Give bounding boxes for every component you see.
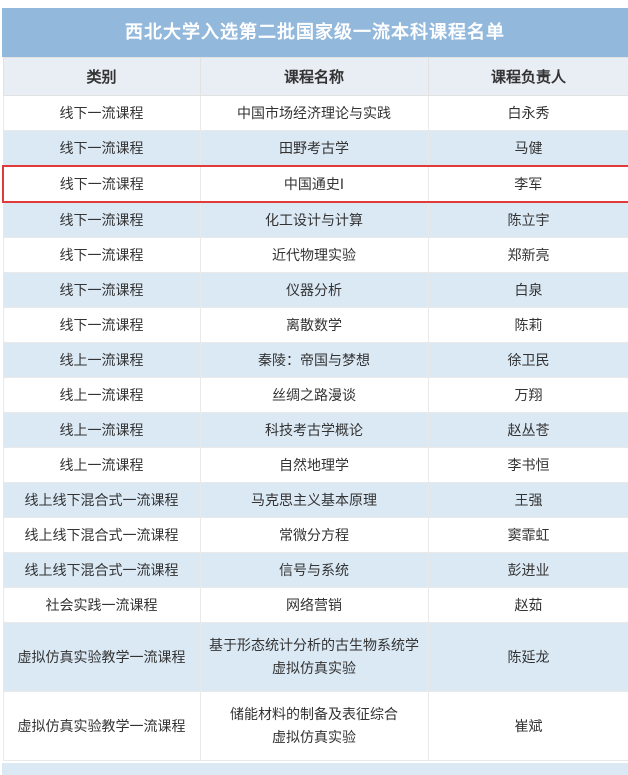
table-row[interactable]: 线下一流课程 化工设计与计算 陈立宇: [2, 201, 628, 238]
cell-course-name: 化工设计与计算: [199, 201, 429, 238]
cell-course-name: 基于形态统计分析的古生物系统学 虚拟仿真实验: [199, 622, 429, 692]
cell-category: 社会实践一流课程: [2, 587, 201, 623]
cell-course-name: 马克思主义基本原理: [199, 482, 429, 518]
table-row[interactable]: 线下一流课程 中国通史Ⅰ 李军: [2, 165, 628, 203]
cell-course-name: 科技考古学概论: [199, 412, 429, 448]
cell-category: 线上线下混合式一流课程: [2, 517, 201, 553]
cell-course-name: 田野考古学: [199, 130, 429, 167]
column-header-category: 类别: [2, 57, 201, 96]
cell-category: 线上一流课程: [2, 342, 201, 378]
cell-category: 线上一流课程: [2, 377, 201, 413]
cell-course-leader: 陈延龙: [427, 622, 628, 692]
table-row[interactable]: 虚拟仿真实验教学一流课程 储能材料的制备及表征综合 虚拟仿真实验 崔斌: [2, 691, 628, 761]
cell-course-leader: 万翔: [427, 377, 628, 413]
cell-course-leader: 陈立宇: [427, 201, 628, 238]
table-row[interactable]: 线上一流课程 科技考古学概论 赵丛苍: [2, 412, 628, 448]
table-row[interactable]: 社会实践一流课程 网络营销 赵茹: [2, 587, 628, 623]
cell-category: 虚拟仿真实验教学一流课程: [2, 622, 201, 692]
table-row[interactable]: 线下一流课程 仪器分析 白泉: [2, 272, 628, 308]
cell-course-name: 近代物理实验: [199, 237, 429, 273]
cell-course-leader: 王强: [427, 482, 628, 518]
cell-course-leader: 白泉: [427, 272, 628, 308]
cell-course-name: 中国通史Ⅰ: [199, 165, 429, 203]
table-row[interactable]: 线下一流课程 近代物理实验 郑新亮: [2, 237, 628, 273]
cell-course-leader: 徐卫民: [427, 342, 628, 378]
cell-course-leader: 崔斌: [427, 691, 628, 761]
cell-category: 线上线下混合式一流课程: [2, 482, 201, 518]
cell-course-name: 常微分方程: [199, 517, 429, 553]
cell-category: 线下一流课程: [2, 201, 201, 238]
cell-course-leader: 李书恒: [427, 447, 628, 483]
cell-course-leader: 马健: [427, 130, 628, 167]
cell-course-leader: 赵丛苍: [427, 412, 628, 448]
table-row[interactable]: 线下一流课程 田野考古学 马健: [2, 130, 628, 167]
cell-course-name: 网络营销: [199, 587, 429, 623]
cell-category: 线下一流课程: [2, 95, 201, 131]
cell-course-name: 秦陵：帝国与梦想: [199, 342, 429, 378]
partial-next-row: [2, 763, 628, 775]
table-row[interactable]: 线上线下混合式一流课程 信号与系统 彭进业: [2, 552, 628, 588]
cell-category: 线下一流课程: [2, 307, 201, 343]
page-title: 西北大学入选第二批国家级一流本科课程名单: [2, 8, 628, 57]
cell-course-name: 离散数学: [199, 307, 429, 343]
cell-course-leader: 白永秀: [427, 95, 628, 131]
cell-category: 虚拟仿真实验教学一流课程: [2, 691, 201, 761]
cell-course-name: 中国市场经济理论与实践: [199, 95, 429, 131]
cell-category: 线下一流课程: [2, 272, 201, 308]
table-row[interactable]: 线下一流课程 中国市场经济理论与实践 白永秀: [2, 95, 628, 131]
cell-course-leader: 李军: [427, 165, 628, 203]
cell-category: 线下一流课程: [2, 237, 201, 273]
table-row[interactable]: 线上线下混合式一流课程 马克思主义基本原理 王强: [2, 482, 628, 518]
table-row[interactable]: 线下一流课程 离散数学 陈莉: [2, 307, 628, 343]
table-row[interactable]: 线上一流课程 秦陵：帝国与梦想 徐卫民: [2, 342, 628, 378]
cell-course-leader: 彭进业: [427, 552, 628, 588]
cell-course-leader: 赵茹: [427, 587, 628, 623]
course-table: 类别 课程名称 课程负责人 线下一流课程 中国市场经济理论与实践 白永秀 线下一…: [2, 57, 628, 761]
column-header-course-name: 课程名称: [199, 57, 429, 96]
cell-category: 线下一流课程: [2, 165, 201, 203]
table-row[interactable]: 线上一流课程 丝绸之路漫谈 万翔: [2, 377, 628, 413]
cell-category: 线上一流课程: [2, 447, 201, 483]
cell-course-name: 丝绸之路漫谈: [199, 377, 429, 413]
table-header-row: 类别 课程名称 课程负责人: [2, 57, 628, 96]
table-row[interactable]: 线上线下混合式一流课程 常微分方程 窦霏虹: [2, 517, 628, 553]
cell-course-leader: 窦霏虹: [427, 517, 628, 553]
table-row[interactable]: 线上一流课程 自然地理学 李书恒: [2, 447, 628, 483]
cell-course-leader: 郑新亮: [427, 237, 628, 273]
cell-course-leader: 陈莉: [427, 307, 628, 343]
column-header-course-leader: 课程负责人: [427, 57, 628, 96]
cell-category: 线上线下混合式一流课程: [2, 552, 201, 588]
cell-course-name: 仪器分析: [199, 272, 429, 308]
cell-course-name: 自然地理学: [199, 447, 429, 483]
cell-category: 线下一流课程: [2, 130, 201, 167]
cell-category: 线上一流课程: [2, 412, 201, 448]
cell-course-name: 储能材料的制备及表征综合 虚拟仿真实验: [199, 691, 429, 761]
table-row[interactable]: 虚拟仿真实验教学一流课程 基于形态统计分析的古生物系统学 虚拟仿真实验 陈延龙: [2, 622, 628, 692]
cell-course-name: 信号与系统: [199, 552, 429, 588]
